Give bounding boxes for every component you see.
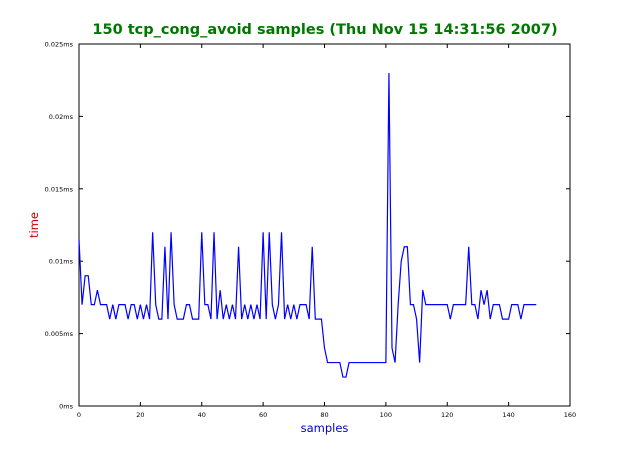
y-tick-label: 0.015ms [45, 185, 74, 193]
x-tick-label: 80 [320, 411, 328, 419]
x-tick-label: 140 [502, 411, 514, 419]
x-tick-label: 100 [380, 411, 392, 419]
y-tick-label: 0ms [59, 403, 73, 411]
series-line [78, 72, 537, 378]
y-tick-label: 0.025ms [45, 41, 74, 49]
x-axis-label: samples [301, 421, 349, 435]
x-tick-label: 20 [136, 411, 144, 419]
x-axis: 0 20 40 60 80 100 120 140 160 [77, 44, 576, 419]
x-tick-label: 160 [564, 411, 576, 419]
x-tick-label: 0 [77, 411, 81, 419]
y-axis-label: time [27, 212, 41, 238]
y-tick-label: 0.005ms [45, 330, 74, 338]
x-tick-label: 120 [441, 411, 453, 419]
y-tick-label: 0.02ms [49, 113, 74, 121]
series-layer [78, 72, 537, 378]
y-tick-label: 0.01ms [49, 258, 74, 266]
x-tick-label: 40 [198, 411, 206, 419]
plot-area [78, 43, 571, 407]
chart-title: 150 tcp_cong_avoid samples (Thu Nov 15 1… [92, 22, 557, 38]
x-tick-label: 60 [259, 411, 267, 419]
